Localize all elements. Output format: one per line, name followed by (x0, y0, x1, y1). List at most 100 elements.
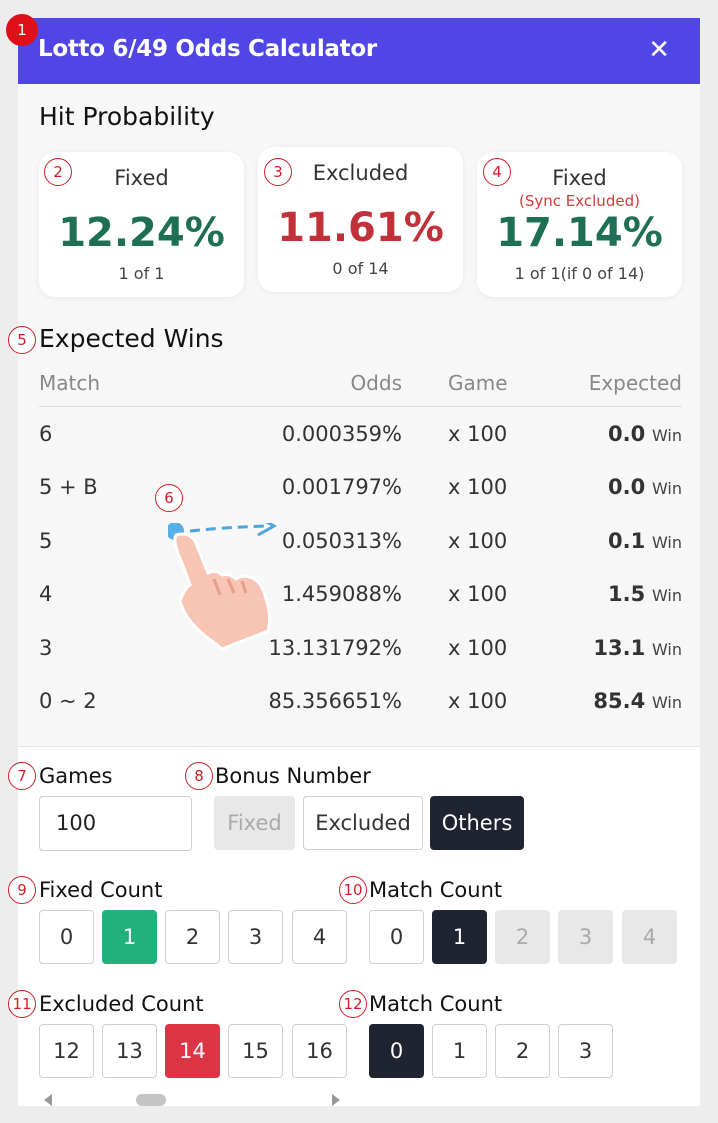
excluded-count-label: Excluded Count (39, 992, 204, 1016)
fixed-match-2[interactable]: 2 (495, 910, 550, 964)
excluded-match-2[interactable]: 2 (495, 1024, 550, 1078)
annotation-badge-2: 2 (44, 158, 72, 186)
excluded-count-14[interactable]: 14 (165, 1024, 220, 1078)
fixed-hit-card: Fixed 12.24% 1 of 1 (39, 152, 244, 297)
expected-wins-title: Expected Wins (39, 324, 224, 353)
row-match: 4 (39, 582, 53, 606)
expected-value: 0.0 (608, 475, 646, 499)
row-game: x 100 (448, 422, 508, 446)
expected-value: 1.5 (608, 582, 646, 606)
fixed-match-1[interactable]: 1 (432, 910, 487, 964)
fixed-match-count-label: Match Count (369, 878, 503, 902)
fixed-match-3[interactable]: 3 (558, 910, 613, 964)
annotation-badge-3: 3 (264, 158, 292, 186)
fixed-match-4[interactable]: 4 (622, 910, 677, 964)
row-match: 5 + B (39, 475, 98, 499)
expected-value: 13.1 (593, 636, 646, 660)
expected-unit: Win (651, 533, 682, 552)
row-expected: 1.5 Win (558, 582, 682, 606)
row-match: 6 (39, 422, 53, 446)
row-odds: 13.131792% (268, 636, 402, 660)
horizontal-scrollbar[interactable] (136, 1094, 166, 1106)
excluded-match-0[interactable]: 0 (369, 1024, 424, 1078)
col-game: Game (448, 371, 508, 395)
card-label: Excluded (312, 161, 409, 185)
expected-value: 0.1 (608, 529, 646, 553)
excluded-count-12[interactable]: 12 (39, 1024, 94, 1078)
row-expected: 0.0 Win (558, 475, 682, 499)
header: Lotto 6/49 Odds Calculator ✕ (18, 18, 700, 84)
row-expected: 0.0 Win (558, 422, 682, 446)
row-odds: 1.459088% (281, 582, 402, 606)
col-expected: Expected (588, 371, 682, 395)
annotation-badge-7: 7 (8, 762, 36, 790)
excluded-count-15[interactable]: 15 (228, 1024, 283, 1078)
odds-calculator-panel: Lotto 6/49 Odds Calculator ✕ Hit Probabi… (18, 18, 700, 1106)
row-odds: 0.001797% (281, 475, 402, 499)
games-input[interactable]: 100 (39, 796, 192, 851)
row-game: x 100 (448, 636, 508, 660)
row-game: x 100 (448, 529, 508, 553)
card-label: Fixed (114, 166, 169, 190)
excluded-hit-card: Excluded 11.61% 0 of 14 (258, 147, 463, 292)
annotation-badge-12: 12 (339, 990, 367, 1018)
row-match: 0 ~ 2 (39, 689, 97, 713)
annotation-badge-6: 6 (155, 484, 183, 512)
bonus-fixed-button[interactable]: Fixed (214, 796, 295, 850)
expected-unit: Win (651, 693, 682, 712)
annotation-badge-11: 11 (8, 990, 36, 1018)
col-match: Match (39, 371, 101, 395)
row-expected: 85.4 Win (558, 689, 682, 713)
fixed-count-1[interactable]: 1 (102, 910, 157, 964)
card-value: 17.14% (496, 210, 663, 256)
annotation-badge-5: 5 (8, 326, 36, 354)
bonus-excluded-button[interactable]: Excluded (303, 796, 423, 850)
annotation-badge-1: 1 (6, 14, 38, 46)
row-game: x 100 (448, 689, 508, 713)
excluded-match-3[interactable]: 3 (558, 1024, 613, 1078)
expected-unit: Win (651, 640, 682, 659)
card-count: 1 of 1(if 0 of 14) (514, 264, 645, 283)
hit-probability-title: Hit Probability (39, 102, 215, 131)
fixed-sync-excluded-card: Fixed (Sync Excluded) 17.14% 1 of 1(if 0… (477, 152, 682, 297)
annotation-badge-10: 10 (339, 876, 367, 904)
card-count: 1 of 1 (118, 264, 165, 283)
row-expected: 0.1 Win (558, 529, 682, 553)
bonus-others-button[interactable]: Others (430, 796, 524, 850)
excluded-match-count-label: Match Count (369, 992, 503, 1016)
fixed-count-2[interactable]: 2 (165, 910, 220, 964)
excluded-count-13[interactable]: 13 (102, 1024, 157, 1078)
games-label: Games (39, 764, 113, 788)
excluded-count-16[interactable]: 16 (292, 1024, 347, 1078)
fixed-match-0[interactable]: 0 (369, 910, 424, 964)
expected-unit: Win (651, 426, 682, 445)
excluded-match-1[interactable]: 1 (432, 1024, 487, 1078)
card-value: 11.61% (277, 205, 444, 251)
card-sublabel: (Sync Excluded) (519, 192, 640, 210)
annotation-badge-8: 8 (185, 762, 213, 790)
row-odds: 85.356651% (268, 689, 402, 713)
row-odds: 0.050313% (281, 529, 402, 553)
card-count: 0 of 14 (332, 259, 389, 278)
fixed-count-3[interactable]: 3 (228, 910, 283, 964)
row-match: 5 (39, 529, 53, 553)
row-game: x 100 (448, 475, 508, 499)
annotation-badge-9: 9 (8, 876, 36, 904)
close-icon[interactable]: ✕ (648, 35, 670, 65)
table-divider (39, 406, 682, 407)
fixed-count-4[interactable]: 4 (292, 910, 347, 964)
fixed-count-0[interactable]: 0 (39, 910, 94, 964)
annotation-badge-4: 4 (483, 158, 511, 186)
scroll-left-icon[interactable] (44, 1094, 52, 1106)
row-odds: 0.000359% (281, 422, 402, 446)
expected-unit: Win (651, 479, 682, 498)
row-match: 3 (39, 636, 53, 660)
expected-unit: Win (651, 586, 682, 605)
bonus-number-label: Bonus Number (215, 764, 371, 788)
scroll-right-icon[interactable] (332, 1094, 340, 1106)
swipe-hand-icon (168, 523, 278, 651)
row-game: x 100 (448, 582, 508, 606)
card-value: 12.24% (58, 210, 225, 256)
card-label: Fixed (552, 166, 607, 190)
expected-value: 85.4 (593, 689, 646, 713)
